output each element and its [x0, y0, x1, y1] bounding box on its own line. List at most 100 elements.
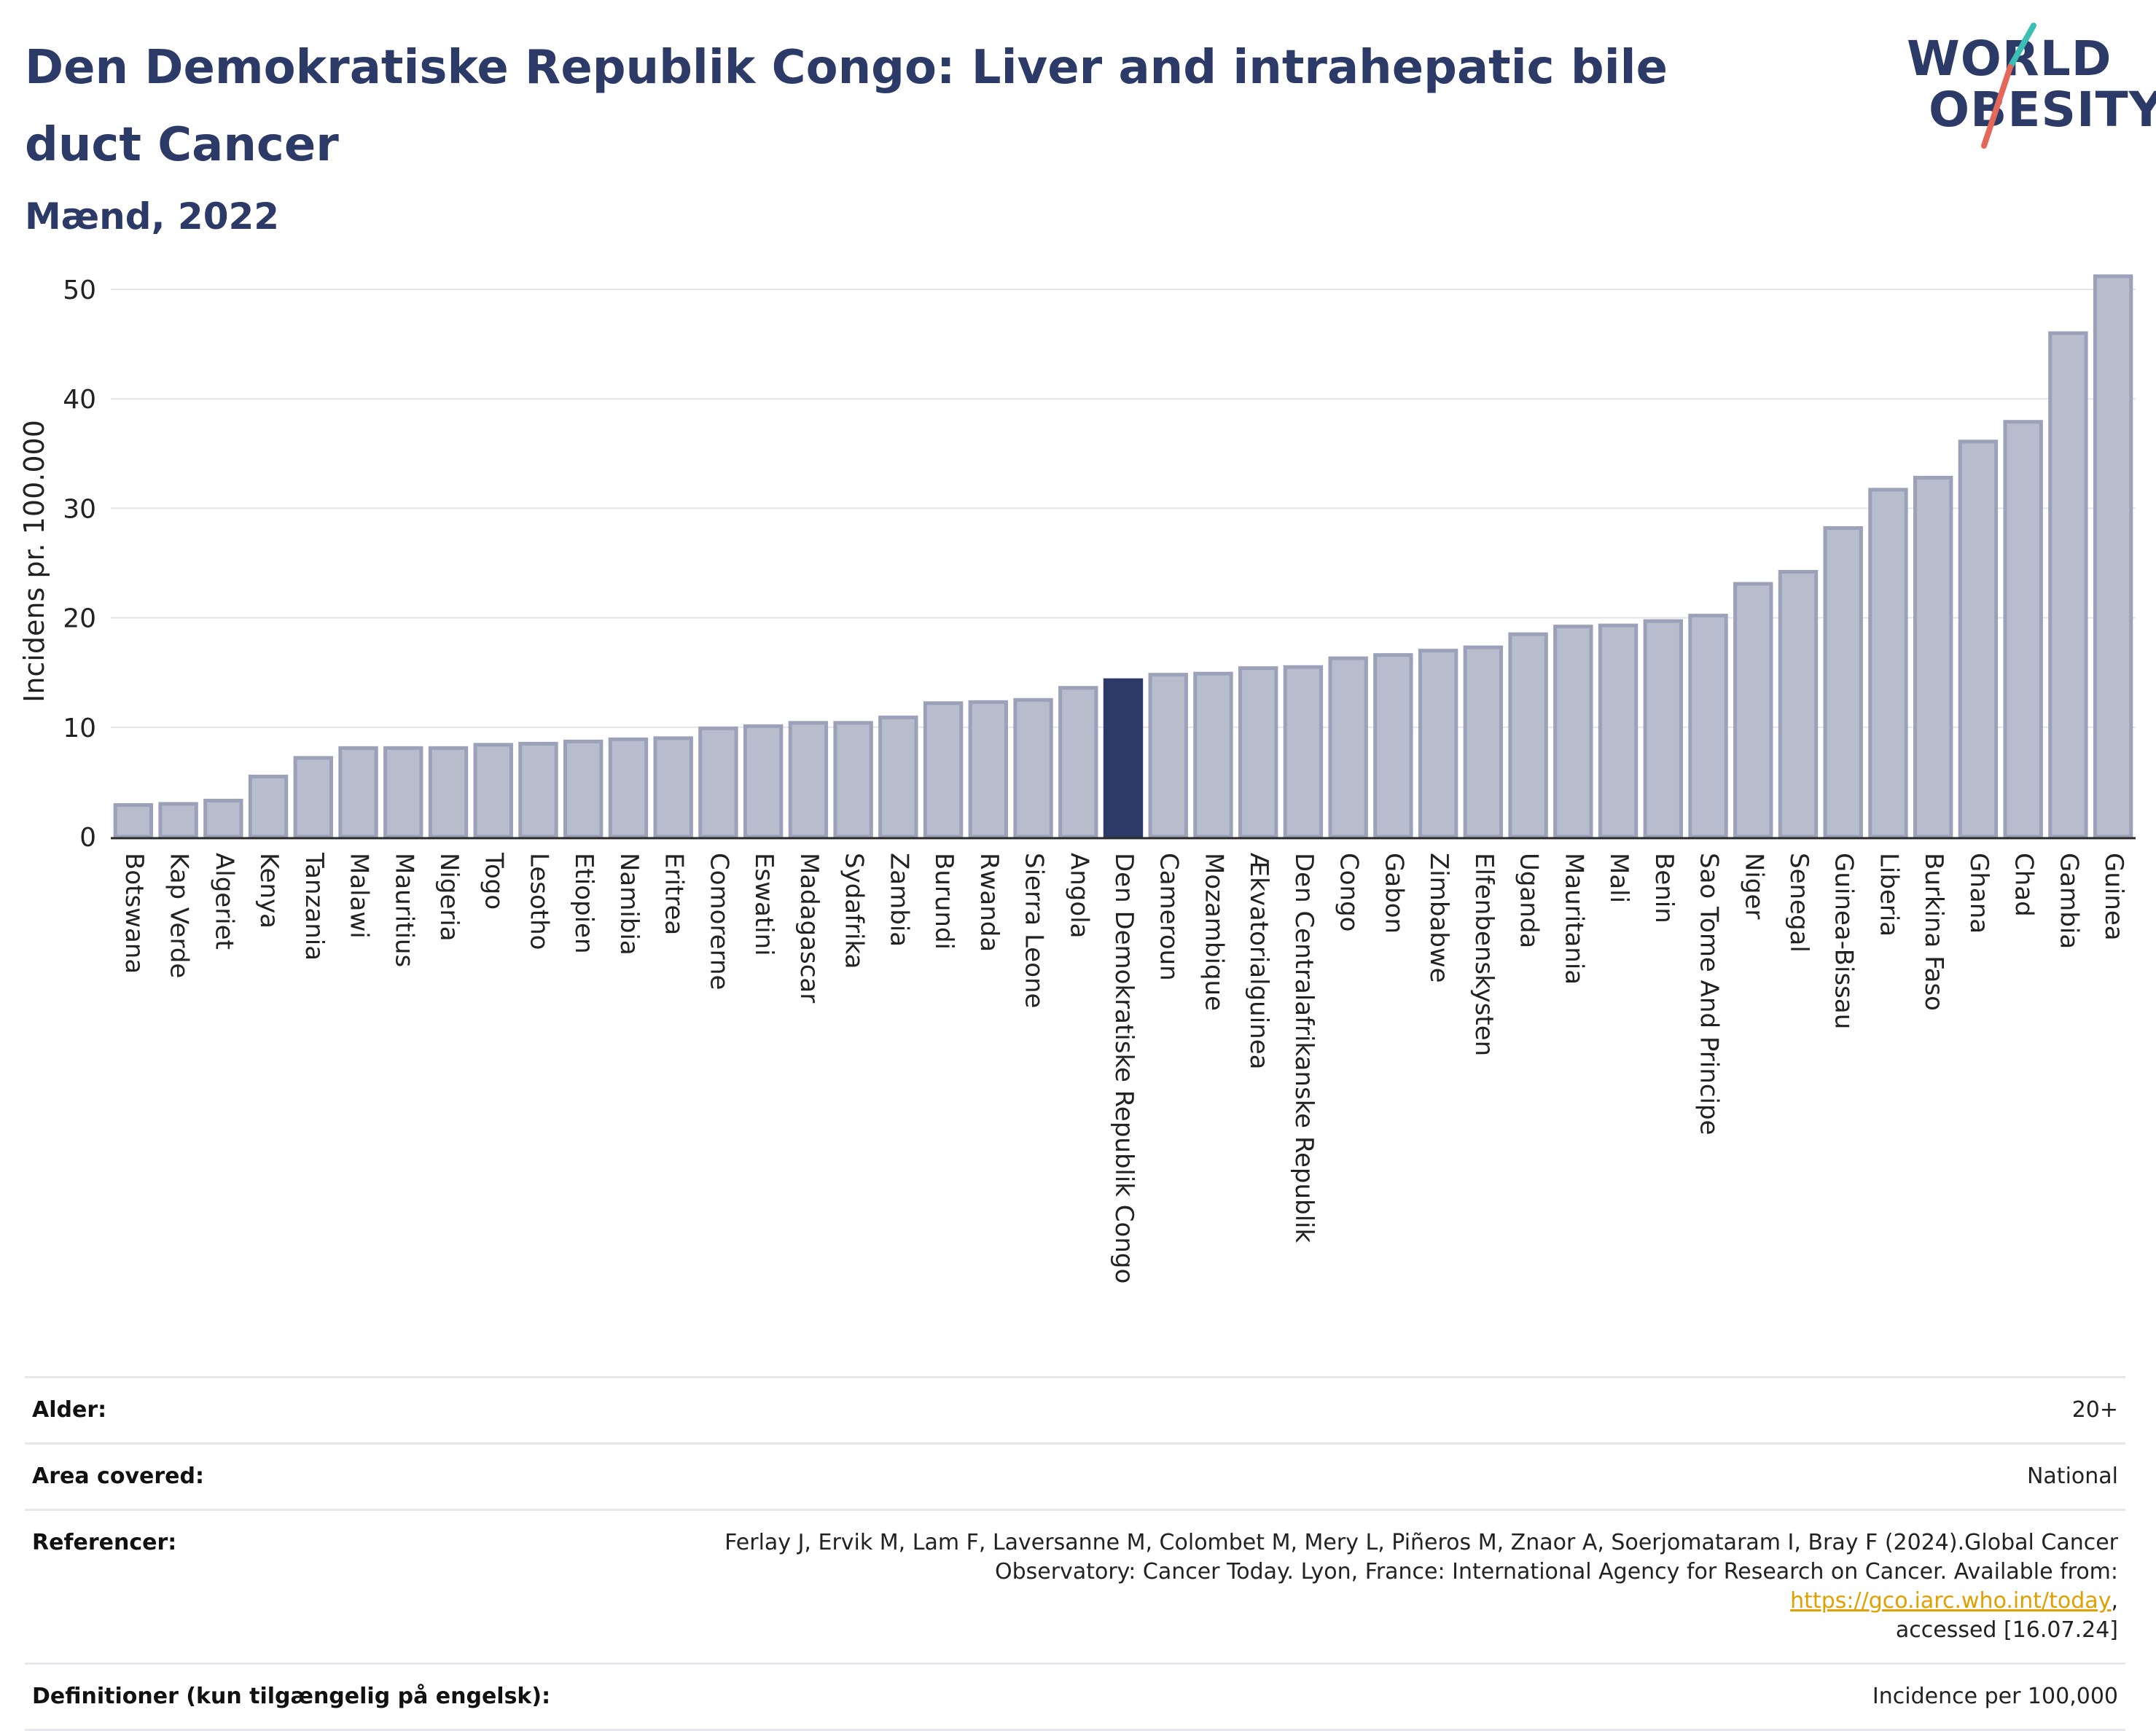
y-tick-label: 20	[63, 604, 96, 634]
bar[interactable]	[1283, 665, 1324, 839]
x-tick-label: Elfenbenskysten	[1469, 853, 1499, 1056]
info-row-area: Area covered: National	[25, 1442, 2125, 1510]
bar[interactable]	[113, 802, 154, 839]
bar[interactable]	[2003, 420, 2043, 839]
y-tick-label: 10	[63, 714, 96, 743]
area-value: National	[695, 1442, 2125, 1510]
bar[interactable]	[923, 701, 964, 839]
bar[interactable]	[428, 746, 469, 839]
bar[interactable]	[1148, 673, 1188, 839]
bar[interactable]	[1463, 645, 1504, 839]
bar-highlighted[interactable]	[1103, 678, 1144, 839]
x-tick-label: Benin	[1649, 853, 1679, 923]
y-tick-label: 40	[63, 385, 96, 415]
bar[interactable]	[1058, 686, 1098, 839]
bar[interactable]	[1013, 698, 1053, 839]
bar[interactable]	[1508, 632, 1548, 839]
x-tick-label: Senegal	[1784, 853, 1813, 953]
bar[interactable]	[338, 746, 378, 839]
x-tick-label: Niger	[1739, 853, 1768, 919]
age-label: Alder:	[25, 1376, 695, 1444]
x-tick-label: Lesotho	[524, 853, 553, 950]
bar[interactable]	[1373, 653, 1413, 839]
bar[interactable]	[653, 736, 693, 839]
bar[interactable]	[2048, 331, 2088, 839]
x-tick-label: Cameroun	[1155, 853, 1184, 981]
bar[interactable]	[1553, 625, 1593, 839]
x-tick-label: Ghana	[1964, 853, 1993, 934]
y-axis-ticks: 0 10 20 30 40 50	[63, 276, 96, 853]
x-tick-label: Etiopien	[569, 853, 598, 954]
x-tick-label: Zimbabwe	[1424, 853, 1453, 983]
bar[interactable]	[1193, 671, 1233, 839]
definitions-label: Definitioner (kun tilgængelig på engelsk…	[25, 1662, 695, 1731]
info-row-references: Referencer: Ferlay J, Ervik M, Lam F, La…	[25, 1509, 2125, 1664]
x-tick-label: Sydafrika	[840, 853, 869, 969]
bar[interactable]	[1823, 525, 1863, 839]
reference-text-3: ,	[2111, 1588, 2118, 1614]
bar[interactable]	[1643, 619, 1683, 839]
bar[interactable]	[2093, 274, 2133, 839]
x-tick-label: Botswana	[120, 853, 149, 974]
bar[interactable]	[1913, 475, 1953, 839]
x-tick-label: Guinea-Bissau	[1829, 853, 1859, 1029]
x-tick-label: Guinea	[2099, 853, 2128, 941]
bar[interactable]	[833, 721, 873, 839]
bar[interactable]	[158, 802, 198, 839]
y-tick-label: 50	[63, 276, 96, 305]
bar[interactable]	[383, 746, 423, 839]
x-tick-label: Nigeria	[434, 853, 464, 942]
bar[interactable]	[743, 724, 784, 839]
x-tick-label: Mozambique	[1199, 853, 1228, 1011]
x-tick-label: Congo	[1335, 853, 1364, 931]
bar[interactable]	[248, 774, 289, 839]
info-table: Alder: 20+ Area covered: National Refere…	[25, 1376, 2125, 1731]
x-tick-label: Kenya	[254, 853, 284, 929]
bars	[113, 274, 2133, 839]
x-tick-label: Zambia	[884, 853, 913, 947]
bar[interactable]	[1868, 488, 1908, 839]
bar[interactable]	[1418, 649, 1458, 839]
x-tick-label: Mali	[1604, 853, 1633, 903]
x-tick-label: Burkina Faso	[1919, 853, 1948, 1011]
logo-text-line2: OBESITY	[1929, 82, 2156, 138]
bar[interactable]	[1778, 570, 1819, 839]
bar[interactable]	[203, 798, 243, 839]
x-tick-label: Mauritius	[389, 853, 418, 967]
bar[interactable]	[968, 700, 1008, 839]
bar[interactable]	[563, 739, 604, 839]
reference-text-1: Ferlay J, Ervik M, Lam F, Laversanne M, …	[724, 1530, 2118, 1555]
x-tick-label: Malawi	[345, 853, 374, 939]
bar[interactable]	[1598, 623, 1639, 839]
bar[interactable]	[1238, 666, 1278, 839]
x-axis-labels: Botswana Kap Verde Algeriet Kenya Tanzania Ma…	[120, 852, 2128, 1283]
chart-title: Den Demokratiske Republik Congo: Liver a…	[25, 41, 1668, 172]
bar[interactable]	[1958, 439, 1999, 839]
info-row-definitions: Definitioner (kun tilgængelig på engelsk…	[25, 1662, 2125, 1731]
x-tick-label: Burundi	[929, 853, 958, 950]
reference-link[interactable]: https://gco.iarc.who.int/today	[1790, 1588, 2112, 1614]
x-tick-label: Tanzania	[300, 852, 329, 961]
y-tick-label: 0	[79, 823, 96, 853]
x-tick-label: Algeriet	[209, 853, 238, 950]
x-tick-label: Comorerne	[704, 853, 733, 990]
age-value: 20+	[695, 1376, 2125, 1444]
bar[interactable]	[698, 726, 738, 839]
bar[interactable]	[1688, 614, 1728, 839]
references-label: Referencer:	[25, 1509, 695, 1664]
bar[interactable]	[788, 721, 829, 839]
bar[interactable]	[473, 743, 513, 839]
world-obesity-logo[interactable]: WORLD OBESITY	[1902, 22, 2156, 153]
bar[interactable]	[878, 715, 918, 839]
bar[interactable]	[518, 741, 558, 839]
bar[interactable]	[293, 756, 333, 839]
bar[interactable]	[1733, 582, 1773, 839]
reference-text-2: Observatory: Cancer Today. Lyon, France:…	[994, 1559, 2118, 1585]
definitions-value: Incidence per 100,000	[695, 1662, 2125, 1731]
x-tick-label: Chad	[2009, 853, 2039, 917]
x-tick-label: Eritrea	[660, 853, 689, 935]
bar[interactable]	[608, 737, 649, 839]
y-tick-label: 30	[63, 494, 96, 524]
bar[interactable]	[1328, 656, 1368, 839]
x-tick-label: Gambia	[2054, 853, 2083, 949]
